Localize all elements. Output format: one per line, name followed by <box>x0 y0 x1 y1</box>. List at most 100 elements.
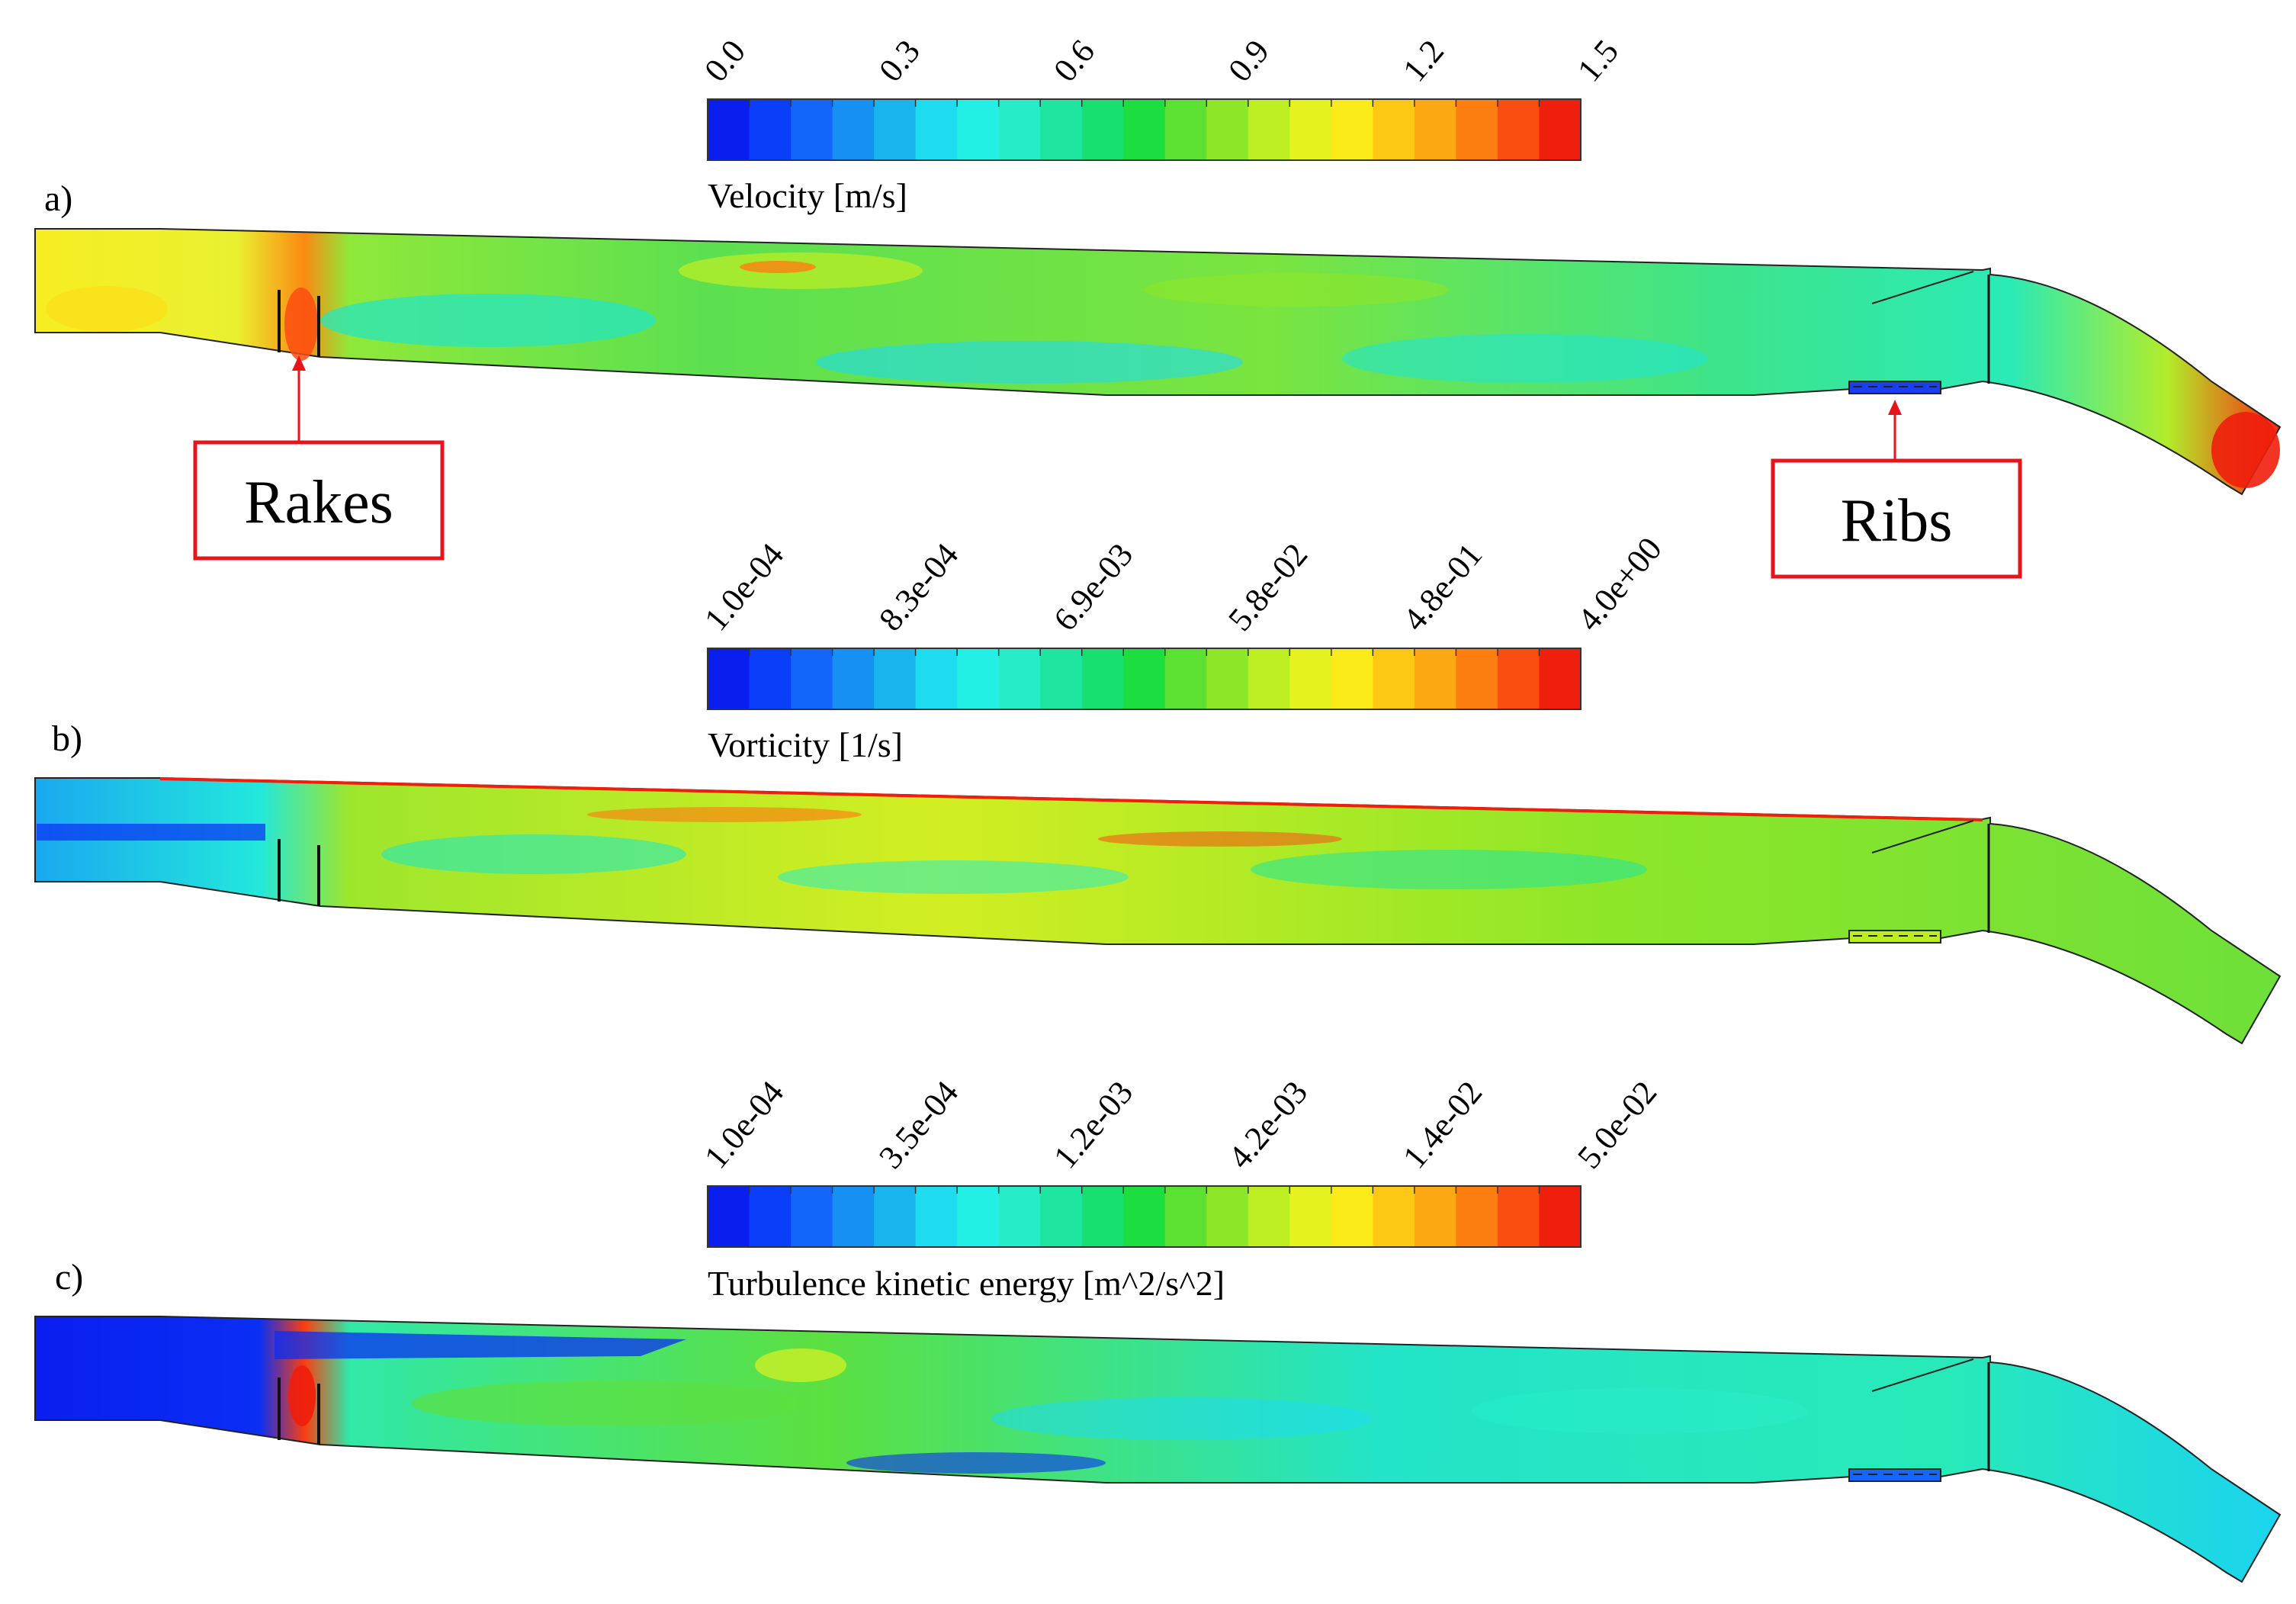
colorbar-swatch <box>1539 1186 1582 1247</box>
colorbar-swatch <box>998 648 1041 709</box>
colorbar-swatch <box>1497 648 1540 709</box>
colorbar-swatch <box>1164 1186 1207 1247</box>
colorbar-velocity: 0.0 0.3 0.6 0.9 1.2 1.5 Velocity [m/s] <box>697 33 1626 215</box>
colorbar-velocity-tick-1: 0.3 <box>872 33 927 89</box>
colorbar-swatch <box>1331 99 1373 160</box>
colorbar-tke: 1.0e-04 3.5e-04 1.2e-03 4.2e-03 1.4e-02 … <box>697 1074 1664 1303</box>
vorticity-shear-1 <box>587 807 862 822</box>
colorbar-velocity-swatches <box>707 99 1582 160</box>
colorbar-swatch <box>1289 1186 1332 1247</box>
panel-c-label: c) <box>55 1257 83 1297</box>
colorbar-swatch <box>708 648 750 709</box>
velocity-jet <box>740 261 816 273</box>
colorbar-swatch <box>791 1186 833 1247</box>
colorbar-swatch <box>1539 99 1582 160</box>
colorbar-swatch <box>1206 1186 1249 1247</box>
colorbar-tke-tick-0: 1.0e-04 <box>697 1074 791 1176</box>
colorbar-swatch <box>998 1186 1041 1247</box>
callout-rakes-arrowhead <box>292 355 306 371</box>
colorbar-swatch <box>1373 99 1415 160</box>
colorbar-tke-tick-1: 3.5e-04 <box>872 1074 965 1176</box>
wall-shear-top <box>159 777 1983 821</box>
colorbar-vorticity-tick-2: 6.9e-03 <box>1046 536 1140 638</box>
colorbar-swatch <box>791 99 833 160</box>
panel-a-label: a) <box>44 178 72 219</box>
colorbar-vorticity-frame <box>707 648 1582 710</box>
velocity-core-2 <box>1144 273 1449 307</box>
colorbar-swatch <box>1248 1186 1290 1247</box>
colorbar-swatch <box>1289 99 1332 160</box>
guide-vane-line-c <box>1871 1358 1974 1392</box>
colorbar-vorticity-tick-4: 4.8e-01 <box>1395 536 1489 638</box>
colorbar-swatch <box>1456 1186 1498 1247</box>
colorbar-swatch <box>791 648 833 709</box>
panel-c-tke-field <box>34 1316 2282 1583</box>
colorbar-swatch <box>957 1186 1000 1247</box>
velocity-rake-peak <box>284 288 318 361</box>
tke-mid-4 <box>1472 1388 1807 1434</box>
colorbar-swatch <box>874 1186 917 1247</box>
ribs-block <box>1848 381 1941 394</box>
colorbar-swatch <box>1497 99 1540 160</box>
callout-ribs: Ribs <box>1771 400 2022 579</box>
colorbar-swatch <box>749 648 792 709</box>
colorbar-swatch <box>1081 99 1124 160</box>
colorbar-vorticity: 1.0e-04 8.3e-04 6.9e-03 5.8e-02 4.8e-01 … <box>697 530 1669 764</box>
colorbar-swatch <box>1414 1186 1457 1247</box>
vorticity-inlet-core <box>37 824 265 841</box>
colorbar-tke-swatches <box>707 1186 1582 1247</box>
colorbar-tke-tick-2: 1.2e-03 <box>1046 1074 1140 1176</box>
colorbar-swatch <box>1248 648 1290 709</box>
colorbar-swatch <box>1456 648 1498 709</box>
callout-ribs-box <box>1771 458 2022 579</box>
colorbar-swatch <box>957 99 1000 160</box>
colorbar-tke-tick-5: 5.0e-02 <box>1570 1074 1664 1176</box>
colorbar-vorticity-swatches <box>707 648 1582 709</box>
guide-vane-line-b <box>1871 820 1974 853</box>
colorbar-swatch <box>1040 99 1083 160</box>
colorbar-swatch <box>832 648 875 709</box>
colorbar-swatch <box>1164 648 1207 709</box>
colorbar-swatch <box>1164 99 1207 160</box>
callout-ribs-arrowhead <box>1888 400 1902 415</box>
colorbar-swatch <box>1539 648 1582 709</box>
vorticity-eddy-1 <box>381 834 686 874</box>
colorbar-swatch <box>1040 648 1083 709</box>
tke-low-upper-layer <box>275 1331 686 1359</box>
colorbar-swatch <box>1331 1186 1373 1247</box>
guide-vane-line <box>1871 271 1974 304</box>
vorticity-eddy-3 <box>1251 850 1647 889</box>
colorbar-tke-title: Turbulence kinetic energy [m^2/s^2] <box>708 1264 1225 1303</box>
colorbar-swatch <box>1206 648 1249 709</box>
colorbar-swatch <box>708 99 750 160</box>
colorbar-swatch <box>1456 99 1498 160</box>
colorbar-swatch <box>915 648 958 709</box>
colorbar-swatch <box>915 99 958 160</box>
colorbar-tke-frame <box>707 1185 1582 1248</box>
colorbar-swatch <box>1248 99 1290 160</box>
velocity-wake-1 <box>320 294 656 347</box>
velocity-wake-2 <box>816 341 1243 384</box>
ribs-block-c <box>1848 1468 1941 1482</box>
colorbar-vorticity-title: Vorticity [1/s] <box>708 725 903 764</box>
colorbar-velocity-frame <box>707 98 1582 161</box>
colorbar-vorticity-tick-3: 5.8e-02 <box>1221 536 1315 638</box>
velocity-outlet-peak <box>2211 412 2280 488</box>
colorbar-swatch <box>874 99 917 160</box>
colorbar-swatch <box>1414 99 1457 160</box>
velocity-low-zone <box>46 286 168 332</box>
colorbar-velocity-tick-4: 1.2 <box>1395 33 1451 89</box>
panel-a-velocity-field <box>34 228 2282 496</box>
tke-mid-3 <box>991 1397 1373 1440</box>
colorbar-swatch <box>1373 1186 1415 1247</box>
vorticity-shear-2 <box>1098 831 1342 847</box>
colorbar-swatch <box>1414 648 1457 709</box>
vorticity-eddy-2 <box>778 860 1129 894</box>
colorbar-velocity-title: Velocity [m/s] <box>708 176 907 215</box>
colorbar-swatch <box>708 1186 750 1247</box>
colorbar-velocity-tick-5: 1.5 <box>1570 33 1626 89</box>
colorbar-swatch <box>832 1186 875 1247</box>
colorbar-swatch <box>1081 648 1124 709</box>
colorbar-vorticity-tick-0: 1.0e-04 <box>697 536 791 638</box>
